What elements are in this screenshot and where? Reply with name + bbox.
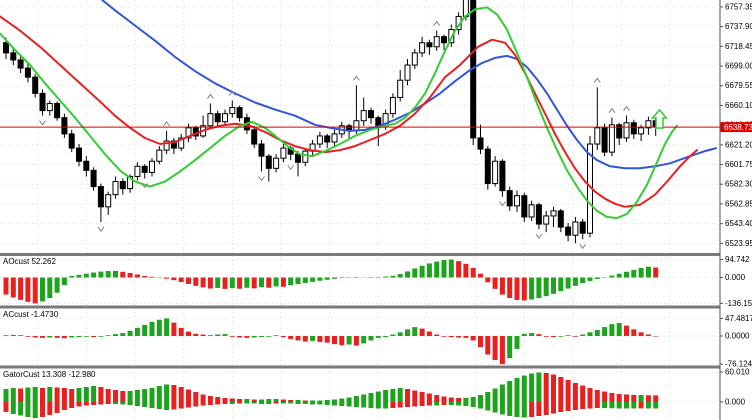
- alligator-teeth-line: [0, 15, 698, 208]
- price-axis-labels: 6757.35 6737.90 6718.45 6699.00 6679.55 6660.…: [720, 2, 752, 407]
- candles-layer: [3, 0, 659, 244]
- svg-text:6757.35: 6757.35: [725, 2, 752, 11]
- buy-signal-arrow-icon: [650, 108, 669, 129]
- gator-histogram: [3, 372, 659, 418]
- svg-text:6523.95: 6523.95: [725, 239, 752, 248]
- svg-text:6638.73: 6638.73: [724, 123, 752, 132]
- svg-text:47.4817: 47.4817: [725, 314, 752, 323]
- svg-text:0.000: 0.000: [725, 398, 746, 407]
- svg-text:6562.85: 6562.85: [725, 199, 752, 208]
- ac-indicator-label: ACcust -1.4730: [3, 310, 59, 319]
- svg-text:94.742: 94.742: [725, 255, 750, 264]
- svg-text:6582.30: 6582.30: [725, 180, 752, 189]
- svg-text:6601.75: 6601.75: [725, 160, 752, 169]
- ao-indicator-label: AOcust 52.262: [3, 257, 56, 266]
- svg-text:6718.45: 6718.45: [725, 42, 752, 51]
- svg-text:6679.55: 6679.55: [725, 81, 752, 90]
- price-pane: [0, 0, 717, 250]
- panel-separator: [0, 365, 720, 369]
- svg-text:6543.40: 6543.40: [725, 219, 752, 228]
- svg-text:6660.10: 6660.10: [725, 101, 752, 110]
- ao-histogram: [3, 259, 659, 304]
- fractal-arrows: [39, 20, 630, 250]
- svg-text:6699.00: 6699.00: [725, 62, 752, 71]
- svg-text:0.000: 0.000: [725, 273, 746, 282]
- gator-indicator-label: GatorCust 13.308 -12.980: [3, 370, 96, 379]
- svg-text:60.010: 60.010: [725, 367, 750, 376]
- svg-text:6737.90: 6737.90: [725, 22, 752, 31]
- current-price-tag: 6638.73: [720, 122, 752, 133]
- svg-text:6621.20: 6621.20: [725, 140, 752, 149]
- svg-text:-136.155: -136.155: [725, 299, 752, 308]
- panel-separator: [0, 305, 720, 309]
- ac-histogram: [3, 318, 659, 365]
- panel-separator: [0, 253, 720, 256]
- svg-text:0.0000: 0.0000: [725, 332, 750, 341]
- grid-lines: [0, 0, 720, 420]
